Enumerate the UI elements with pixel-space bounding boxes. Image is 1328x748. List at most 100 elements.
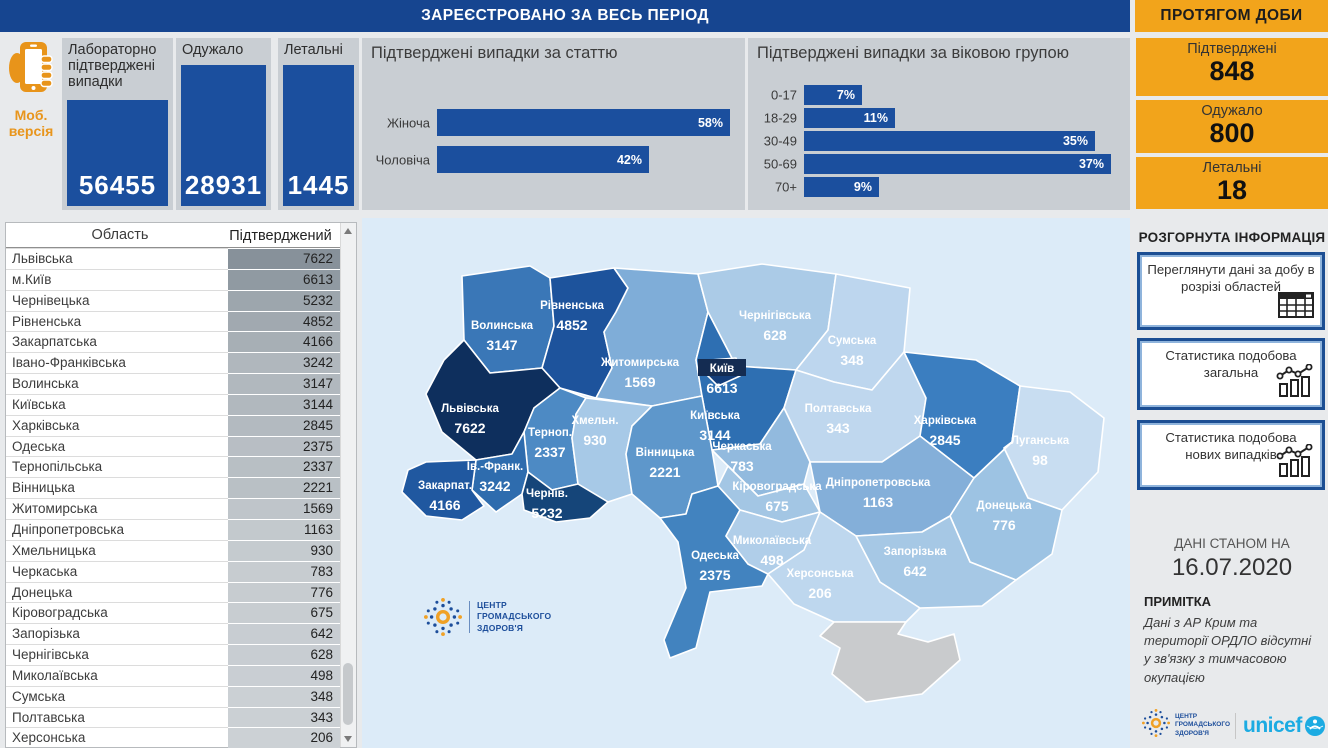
age-bar[interactable] — [804, 108, 895, 128]
table-row[interactable]: Кіровоградська 675 — [6, 602, 356, 624]
gender-bar[interactable] — [437, 109, 730, 136]
region-name-cell[interactable]: Волинська — [6, 373, 228, 394]
confirmed-value-cell[interactable]: 2375 — [228, 435, 340, 457]
info-button-0[interactable]: Переглянути дані за добу в розрізі облас… — [1137, 252, 1325, 330]
region-name-cell[interactable]: Полтавська — [6, 706, 228, 728]
table-row[interactable]: м.Київ 6613 — [6, 268, 356, 290]
table-row[interactable]: Одеська 2375 — [6, 435, 356, 457]
table-row[interactable]: Херсонська 206 — [6, 727, 356, 748]
region-name-cell[interactable]: Миколаївська — [6, 664, 228, 686]
age-bar[interactable] — [804, 85, 862, 105]
table-row[interactable]: Полтавська 343 — [6, 706, 356, 728]
confirmed-value-cell[interactable]: 2221 — [228, 477, 340, 499]
confirmed-value-cell[interactable]: 5232 — [228, 289, 340, 311]
gender-bar[interactable] — [437, 146, 649, 173]
table-row[interactable]: Київська 3144 — [6, 393, 356, 415]
table-row[interactable]: Тернопільська 2337 — [6, 456, 356, 478]
scroll-down-arrow-icon[interactable] — [344, 736, 352, 742]
kpi-card-recovered[interactable]: Одужало 28931 — [176, 38, 271, 210]
confirmed-value-cell[interactable]: 776 — [228, 581, 340, 603]
table-row[interactable]: Черкаська 783 — [6, 560, 356, 582]
table-row[interactable]: Запорізька 642 — [6, 623, 356, 645]
region-name-cell[interactable]: Донецька — [6, 581, 228, 603]
region-name-cell[interactable]: Закарпатська — [6, 331, 228, 352]
region-name-cell[interactable]: Дніпропетровська — [6, 518, 228, 540]
region-name-cell[interactable]: Чернігівська — [6, 644, 228, 665]
daily-card-2[interactable]: Летальні 18 — [1136, 157, 1328, 209]
map-region-donetsk[interactable] — [949, 441, 1063, 581]
confirmed-value-cell[interactable]: 783 — [228, 560, 340, 582]
table-row[interactable]: Хмельницька 930 — [6, 539, 356, 561]
confirmed-value-cell[interactable]: 3144 — [228, 393, 340, 415]
table-row[interactable]: Вінницька 2221 — [6, 477, 356, 499]
region-name-cell[interactable]: Херсонська — [6, 727, 228, 748]
age-bar[interactable] — [804, 177, 879, 197]
info-button-2[interactable]: Статистика подобова нових випадків — [1137, 420, 1325, 490]
confirmed-value-cell[interactable]: 2845 — [228, 414, 340, 436]
region-name-cell[interactable]: Кіровоградська — [6, 602, 228, 623]
table-row[interactable]: Житомирська 1569 — [6, 498, 356, 519]
age-bar[interactable] — [804, 131, 1095, 151]
map-region-crimea[interactable] — [819, 621, 961, 703]
confirmed-value-cell[interactable]: 4166 — [228, 331, 340, 353]
confirmed-value-cell[interactable]: 2337 — [228, 456, 340, 478]
confirmed-value-cell[interactable]: 498 — [228, 664, 340, 686]
info-button-1[interactable]: Статистика подобова загальна — [1137, 338, 1325, 410]
confirmed-value-cell[interactable]: 6613 — [228, 268, 340, 290]
column-header-confirmed[interactable]: Підтверджений — [228, 223, 340, 247]
region-name-cell[interactable]: Харківська — [6, 414, 228, 436]
table-row[interactable]: Донецька 776 — [6, 581, 356, 603]
region-name-cell[interactable]: Вінницька — [6, 477, 228, 498]
table-row[interactable]: Івано-Франківська 3242 — [6, 352, 356, 374]
daily-card-0[interactable]: Підтверджені 848 — [1136, 38, 1328, 96]
table-row[interactable]: Харківська 2845 — [6, 414, 356, 436]
column-header-region[interactable]: Область — [6, 223, 228, 247]
map-region-zakarpattia[interactable] — [401, 459, 485, 521]
region-name-cell[interactable]: Львівська — [6, 248, 228, 269]
table-row[interactable]: Рівненська 4852 — [6, 310, 356, 332]
scroll-up-arrow-icon[interactable] — [344, 228, 352, 234]
region-name-cell[interactable]: м.Київ — [6, 268, 228, 290]
map-region-odesa[interactable] — [659, 485, 769, 659]
table-row[interactable]: Чернівецька 5232 — [6, 289, 356, 311]
mobile-version-link[interactable]: Моб. версія — [2, 40, 60, 160]
scrollbar-thumb[interactable] — [343, 663, 353, 725]
region-name-cell[interactable]: Одеська — [6, 435, 228, 457]
confirmed-value-cell[interactable]: 3242 — [228, 352, 340, 374]
table-row[interactable]: Львівська 7622 — [6, 248, 356, 269]
kpi-card-lab-confirmed[interactable]: Лабораторно підтверджені випадки 56455 — [62, 38, 173, 210]
region-name-cell[interactable]: Сумська — [6, 685, 228, 707]
confirmed-value-cell[interactable]: 3147 — [228, 373, 340, 394]
confirmed-value-cell[interactable]: 930 — [228, 539, 340, 561]
region-name-cell[interactable]: Хмельницька — [6, 539, 228, 561]
confirmed-value-cell[interactable]: 7622 — [228, 248, 340, 269]
confirmed-value-cell[interactable]: 642 — [228, 623, 340, 645]
region-name-cell[interactable]: Київська — [6, 393, 228, 415]
daily-card-1[interactable]: Одужало 800 — [1136, 100, 1328, 153]
table-row[interactable]: Волинська 3147 — [6, 373, 356, 394]
region-name-cell[interactable]: Житомирська — [6, 498, 228, 519]
confirmed-value-cell[interactable]: 1569 — [228, 498, 340, 519]
map-region-zaporizhzhia[interactable] — [855, 515, 1017, 609]
age-bar[interactable] — [804, 154, 1111, 174]
table-scrollbar[interactable] — [340, 223, 356, 747]
region-name-cell[interactable]: Рівненська — [6, 310, 228, 332]
map-region-chernivtsi[interactable] — [521, 471, 609, 523]
confirmed-value-cell[interactable]: 206 — [228, 727, 340, 748]
table-row[interactable]: Закарпатська 4166 — [6, 331, 356, 353]
confirmed-value-cell[interactable]: 675 — [228, 602, 340, 624]
confirmed-value-cell[interactable]: 348 — [228, 685, 340, 707]
region-name-cell[interactable]: Запорізька — [6, 623, 228, 644]
confirmed-value-cell[interactable]: 628 — [228, 644, 340, 665]
table-row[interactable]: Чернігівська 628 — [6, 644, 356, 665]
table-row[interactable]: Дніпропетровська 1163 — [6, 518, 356, 540]
region-name-cell[interactable]: Черкаська — [6, 560, 228, 582]
confirmed-value-cell[interactable]: 343 — [228, 706, 340, 728]
table-row[interactable]: Сумська 348 — [6, 685, 356, 707]
region-name-cell[interactable]: Івано-Франківська — [6, 352, 228, 373]
confirmed-value-cell[interactable]: 1163 — [228, 518, 340, 540]
confirmed-value-cell[interactable]: 4852 — [228, 310, 340, 332]
kpi-card-deaths[interactable]: Летальні 1445 — [278, 38, 359, 210]
table-row[interactable]: Миколаївська 498 — [6, 664, 356, 686]
region-name-cell[interactable]: Тернопільська — [6, 456, 228, 477]
